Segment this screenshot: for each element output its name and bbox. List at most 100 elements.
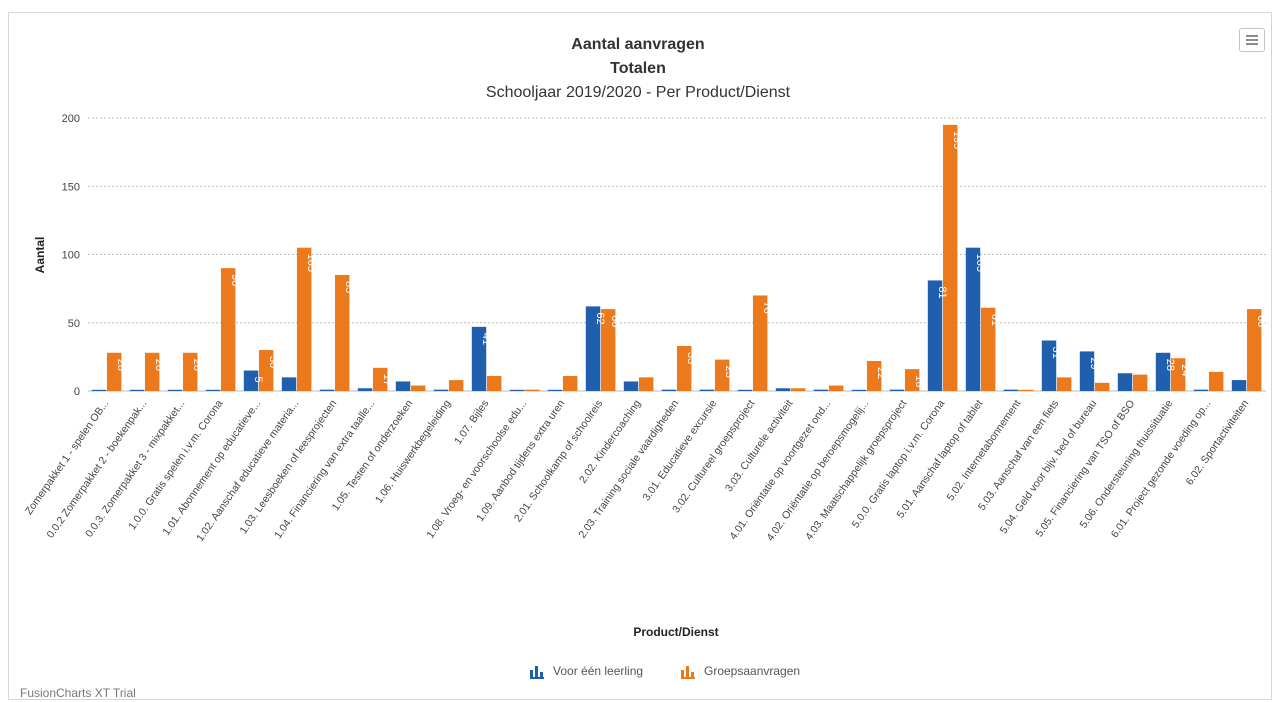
bar-group[interactable] xyxy=(524,389,540,391)
bar-individual[interactable] xyxy=(585,306,601,391)
bar-group[interactable] xyxy=(714,359,730,391)
x-tick-label: 3.03. Culturele activiteit xyxy=(723,398,795,494)
legend: Voor één leerling Groepsaanvragen xyxy=(530,664,800,679)
bar-group[interactable] xyxy=(144,352,160,391)
bar-individual[interactable] xyxy=(699,389,715,391)
bar-group[interactable] xyxy=(676,345,692,391)
bar-group[interactable] xyxy=(1132,374,1148,391)
bar-group[interactable] xyxy=(410,385,426,391)
bar-individual[interactable] xyxy=(1079,351,1095,391)
bar-value-label: 24 xyxy=(1179,364,1191,376)
bar-group[interactable] xyxy=(600,309,616,391)
bar-group[interactable] xyxy=(980,307,996,391)
export-menu-button[interactable] xyxy=(1239,28,1265,52)
bar-group[interactable] xyxy=(448,380,464,391)
bar-value-label: 33 xyxy=(685,352,697,364)
bar-individual[interactable] xyxy=(889,389,905,391)
bar-individual[interactable] xyxy=(927,280,943,391)
bar-individual[interactable] xyxy=(357,388,373,391)
bar-value-label: 28 xyxy=(191,359,203,371)
bar-group[interactable] xyxy=(1170,358,1186,391)
bar-group[interactable] xyxy=(106,352,122,391)
bar-individual[interactable] xyxy=(1155,352,1171,391)
chart-subtitle: Totalen xyxy=(610,60,666,77)
bar-individual[interactable] xyxy=(1231,380,1247,391)
bar-individual[interactable] xyxy=(737,389,753,391)
bar-value-label: 61 xyxy=(989,314,1001,326)
bar-individual[interactable] xyxy=(319,389,335,391)
y-tick-label: 50 xyxy=(68,318,80,330)
bar-individual[interactable] xyxy=(661,389,677,391)
bar-group[interactable] xyxy=(220,268,236,391)
bar-value-label: 17 xyxy=(381,374,393,386)
bar-value-label: 70 xyxy=(761,301,773,313)
bar-individual[interactable] xyxy=(851,389,867,391)
legend-label: Groepsaanvragen xyxy=(704,664,800,678)
bar-individual[interactable] xyxy=(167,389,183,391)
bar-group[interactable] xyxy=(752,295,768,391)
hamburger-menu-icon xyxy=(1246,35,1258,37)
bar-individual[interactable] xyxy=(205,389,221,391)
bar-value-label: 60 xyxy=(1255,315,1267,327)
bar-individual[interactable] xyxy=(395,381,411,391)
legend-item-individual[interactable]: Voor één leerling xyxy=(530,664,643,679)
bar-value-label: 62 xyxy=(594,312,606,324)
bar-group[interactable] xyxy=(182,352,198,391)
bar-individual[interactable] xyxy=(433,389,449,391)
bar-individual[interactable] xyxy=(1117,373,1133,391)
bar-chart-icon xyxy=(530,666,544,679)
bar-individual[interactable] xyxy=(471,326,487,391)
x-tick-label: 1.07. Bijles xyxy=(452,398,491,447)
bar-value-label: 105 xyxy=(305,254,317,272)
legend-item-group[interactable]: Groepsaanvragen xyxy=(681,664,800,679)
y-tick-label: 100 xyxy=(62,250,80,262)
y-tick-label: 150 xyxy=(62,181,80,193)
bar-group[interactable] xyxy=(828,385,844,391)
bar-value-label: 16 xyxy=(913,375,925,387)
bar-value-label: 60 xyxy=(609,315,621,327)
bar-group[interactable] xyxy=(372,367,388,391)
bar-value-label: 5 xyxy=(252,377,264,383)
bar-group[interactable] xyxy=(334,274,350,391)
chart-caption: Schooljaar 2019/2020 - Per Product/Diens… xyxy=(485,84,791,101)
bar-individual[interactable] xyxy=(623,381,639,391)
bar-individual[interactable] xyxy=(281,377,297,391)
bar-group[interactable] xyxy=(1056,377,1072,391)
bar-group[interactable] xyxy=(486,375,502,391)
bar-value-label: 105 xyxy=(974,254,986,272)
bar-group[interactable] xyxy=(638,377,654,391)
x-tick-label: 3.01. Educatieve excursie xyxy=(641,398,720,504)
bar-individual[interactable] xyxy=(775,388,791,391)
bar-group[interactable] xyxy=(562,375,578,391)
bar-individual[interactable] xyxy=(1193,389,1209,391)
bar-individual[interactable] xyxy=(1003,389,1019,391)
bar-group[interactable] xyxy=(1018,389,1034,391)
y-tick-label: 200 xyxy=(62,113,80,125)
bar-individual[interactable] xyxy=(1041,340,1057,391)
y-axis-label: Aantal xyxy=(33,237,47,274)
bar-individual[interactable] xyxy=(965,247,981,391)
bar-group[interactable] xyxy=(258,350,274,391)
bars xyxy=(91,124,1262,391)
bar-individual[interactable] xyxy=(813,389,829,391)
bar-individual[interactable] xyxy=(129,389,145,391)
bar-individual[interactable] xyxy=(243,370,259,391)
bar-individual[interactable] xyxy=(91,389,107,391)
x-tick-label: 5.02. Internetabonnement xyxy=(945,398,1024,503)
bar-value-label: 29 xyxy=(1088,357,1100,369)
bar-group[interactable] xyxy=(1208,371,1224,391)
y-axis-ticks: 0 50 100 150 200 xyxy=(62,113,80,398)
bar-individual[interactable] xyxy=(547,389,563,391)
bar-value-label: 85 xyxy=(343,281,355,293)
x-axis-label: Product/Dienst xyxy=(633,625,718,639)
bar-group[interactable] xyxy=(1094,382,1110,391)
bar-group[interactable] xyxy=(790,388,806,391)
bar-value-labels: 5 41 62 81 105 31 29 28 28 28 28 90 30 105 85 17 60 33 23 7… xyxy=(115,131,1267,388)
bar-value-label: 28 xyxy=(115,359,127,371)
bar-group[interactable] xyxy=(942,124,958,391)
bar-individual[interactable] xyxy=(509,389,525,391)
bar-group[interactable] xyxy=(904,369,920,391)
bar-group[interactable] xyxy=(866,360,882,391)
bar-group[interactable] xyxy=(296,247,312,391)
bar-group[interactable] xyxy=(1246,309,1262,391)
